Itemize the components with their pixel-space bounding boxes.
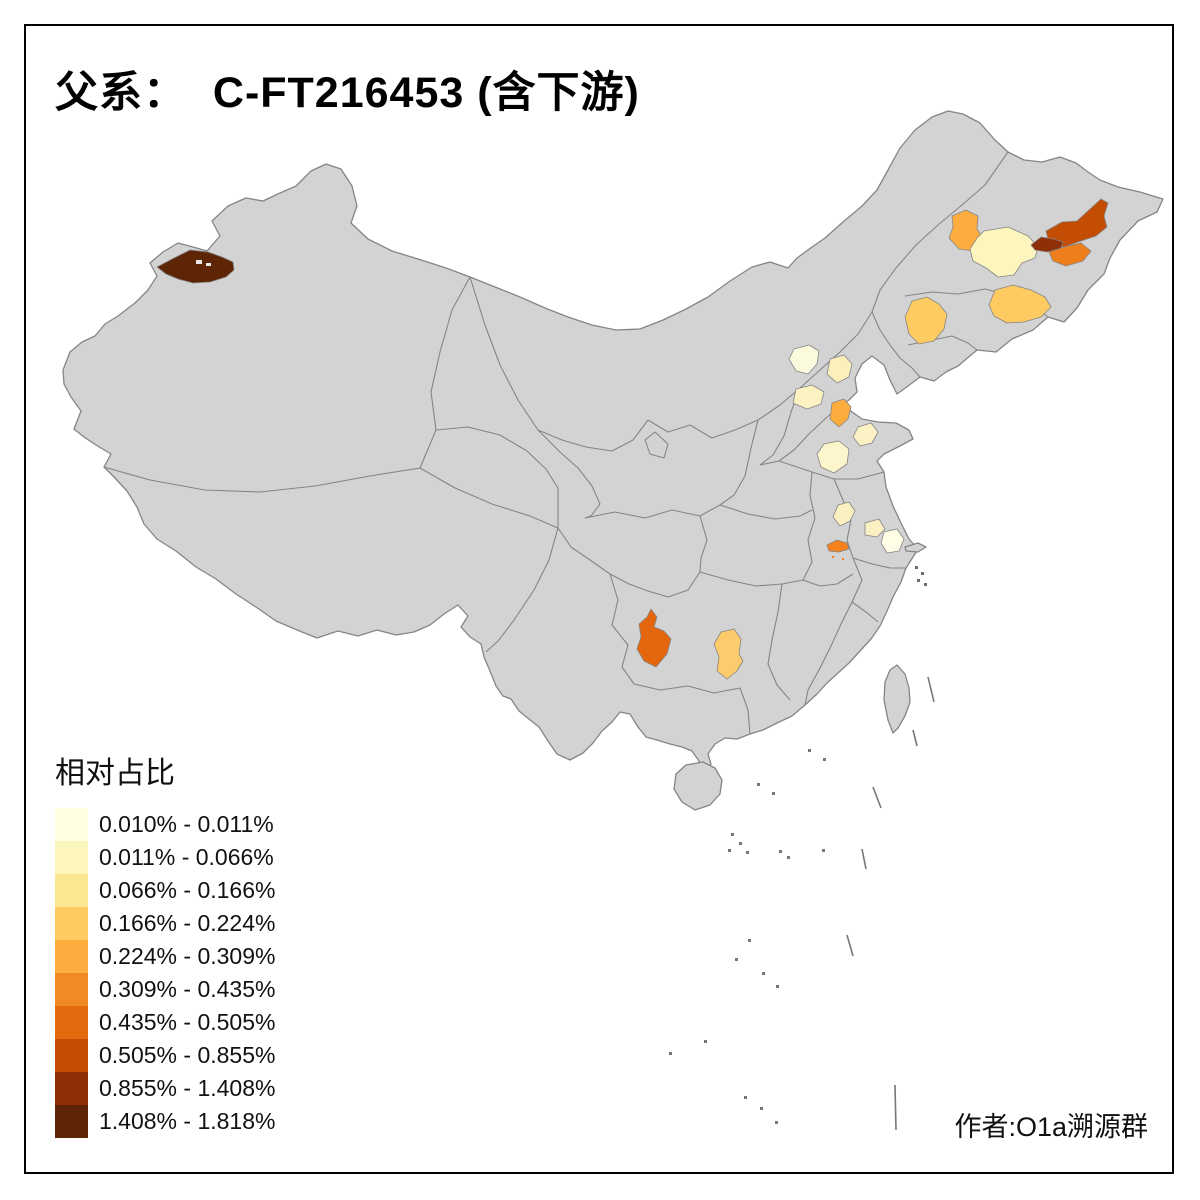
legend-title: 相对占比 bbox=[55, 757, 175, 790]
legend-label: 0.011% - 0.066% bbox=[99, 844, 274, 870]
region-xinjiang-northwest bbox=[156, 249, 235, 284]
region-hebei-east bbox=[826, 354, 853, 384]
legend-row: 0.166% - 0.224% bbox=[55, 907, 275, 940]
region-shandong-north-coast bbox=[829, 398, 852, 428]
legend-label: 0.855% - 1.408% bbox=[99, 1075, 276, 1101]
legend-label: 1.408% - 1.818% bbox=[99, 1108, 276, 1134]
legend-swatch bbox=[55, 940, 88, 973]
legend-swatch bbox=[55, 1039, 88, 1072]
legend-label: 0.505% - 0.855% bbox=[99, 1042, 276, 1068]
legend-swatch bbox=[55, 808, 88, 841]
legend-label: 0.435% - 0.505% bbox=[99, 1009, 276, 1035]
region-heilongjiang-southeast bbox=[1048, 242, 1092, 267]
region-jiangsu-southeast bbox=[880, 528, 905, 554]
chongming-island bbox=[904, 542, 927, 553]
legend-label: 0.066% - 0.166% bbox=[99, 877, 276, 903]
region-heilongjiang-central bbox=[969, 226, 1039, 278]
legend-row: 0.066% - 0.166% bbox=[55, 874, 275, 907]
coastal-islets bbox=[915, 566, 927, 586]
region-holes bbox=[196, 260, 211, 266]
hainan-island bbox=[673, 761, 723, 811]
region-jiangsu-north bbox=[832, 501, 856, 527]
region-shandong-east bbox=[852, 422, 879, 447]
taiwan-island bbox=[883, 664, 911, 734]
legend-swatch bbox=[55, 973, 88, 1006]
legend-swatch bbox=[55, 841, 88, 874]
plot-frame bbox=[24, 24, 1174, 1174]
legend-label: 0.010% - 0.011% bbox=[99, 811, 274, 837]
colored-regions bbox=[156, 198, 1109, 680]
legend-label: 0.224% - 0.309% bbox=[99, 943, 276, 969]
region-jilin-central bbox=[904, 296, 948, 345]
south-china-sea-islands bbox=[669, 749, 826, 1124]
region-hebei-south bbox=[792, 384, 825, 410]
region-hunan-west bbox=[713, 628, 744, 680]
region-beijing bbox=[788, 344, 820, 375]
region-heilongjiang-east-small bbox=[1030, 236, 1064, 253]
sea-dash-lines bbox=[846, 676, 935, 1131]
region-shandong-central bbox=[816, 440, 850, 474]
legend-swatch bbox=[55, 874, 88, 907]
legend-swatch bbox=[55, 1072, 88, 1105]
legend: 相对占比 0.010% - 0.011% 0.011% - 0.066% 0.066… bbox=[55, 748, 275, 1138]
legend-label: 0.166% - 0.224% bbox=[99, 910, 276, 936]
region-jilin-east bbox=[988, 284, 1052, 324]
page-title: 父系： C-FT216453 (含下游) bbox=[55, 69, 640, 117]
region-guizhou-central bbox=[636, 608, 672, 668]
province-borders bbox=[103, 151, 1049, 735]
legend-row: 0.505% - 0.855% bbox=[55, 1039, 275, 1072]
legend-row: 0.224% - 0.309% bbox=[55, 940, 275, 973]
region-anhui-central bbox=[826, 539, 850, 553]
legend-swatch bbox=[55, 1006, 88, 1039]
legend-swatch bbox=[55, 1105, 88, 1138]
legend-rows: 0.010% - 0.011% 0.011% - 0.066% 0.066% - 0… bbox=[55, 808, 275, 1138]
legend-row: 0.010% - 0.011% bbox=[55, 808, 275, 841]
region-jiangsu-central bbox=[864, 518, 886, 538]
legend-swatch bbox=[55, 907, 88, 940]
legend-row: 1.408% - 1.818% bbox=[55, 1105, 275, 1138]
author-credit: 作者:O1a溯源群 bbox=[954, 1112, 1148, 1142]
legend-row: 0.435% - 0.505% bbox=[55, 1006, 275, 1039]
anhui-specks bbox=[832, 556, 844, 560]
legend-row: 0.309% - 0.435% bbox=[55, 973, 275, 1006]
legend-row: 0.011% - 0.066% bbox=[55, 841, 275, 874]
mainland-outline bbox=[62, 110, 1164, 776]
legend-label: 0.309% - 0.435% bbox=[99, 976, 276, 1002]
legend-row: 0.855% - 1.408% bbox=[55, 1072, 275, 1105]
